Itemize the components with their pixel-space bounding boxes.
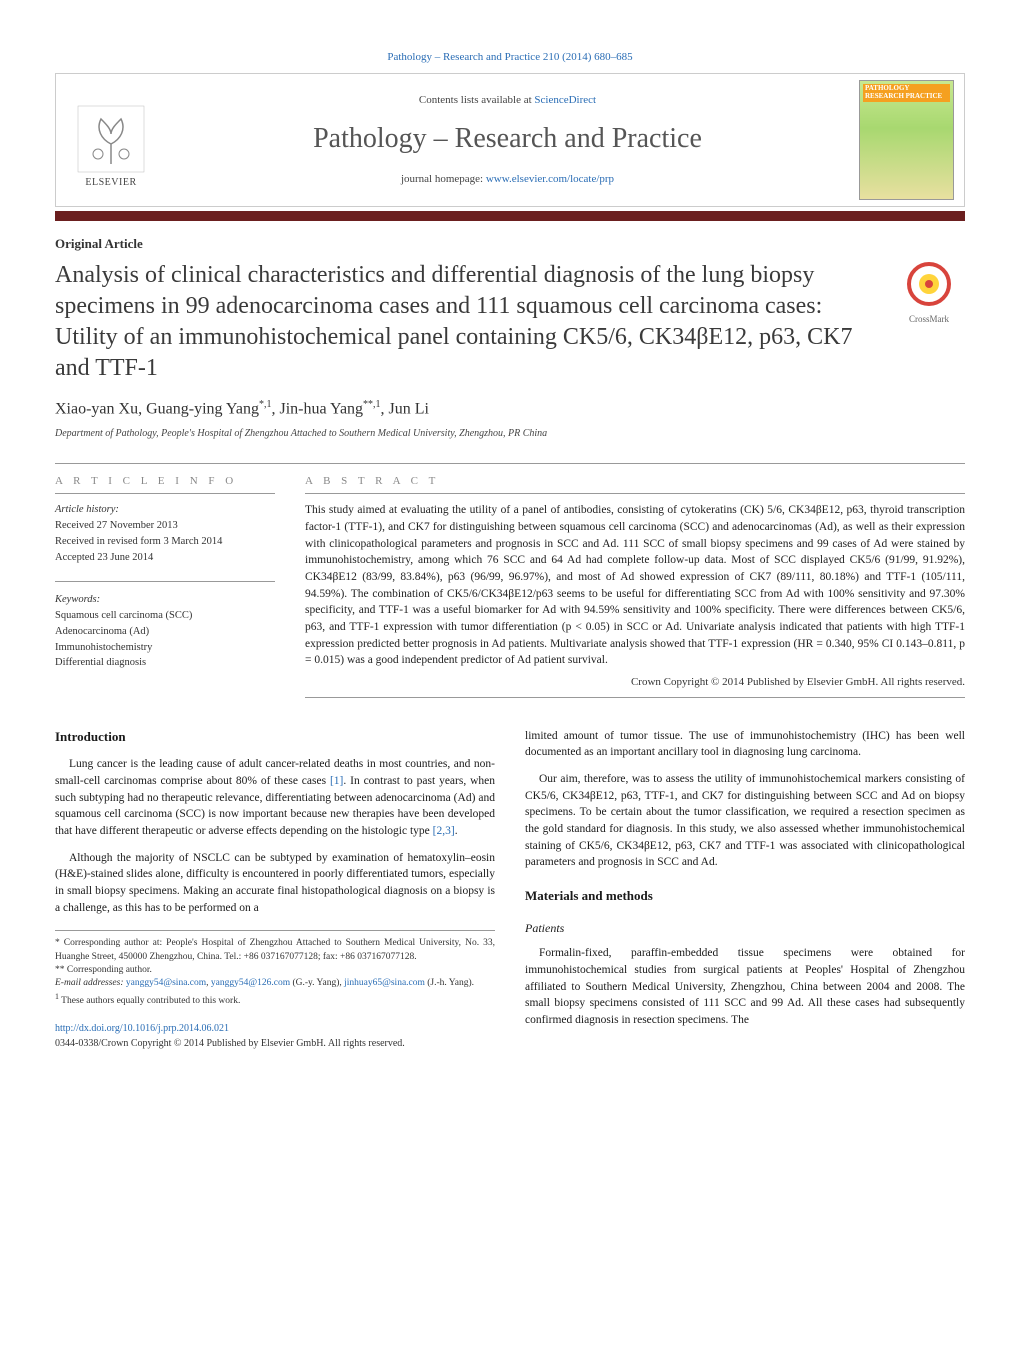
article-history: Article history: Received 27 November 20… (55, 502, 275, 565)
abstract-col: a b s t r a c t This study aimed at eval… (305, 474, 965, 698)
body-col-left: Introduction Lung cancer is the leading … (55, 728, 495, 1052)
article-type: Original Article (55, 235, 965, 253)
journal-header: ELSEVIER Contents lists available at Sci… (55, 73, 965, 207)
keyword: Squamous cell carcinoma (SCC) (55, 608, 275, 624)
body-paragraph: Our aim, therefore, was to assess the ut… (525, 771, 965, 871)
crossmark-icon (905, 260, 953, 308)
info-abstract-row: a r t i c l e i n f o Article history: R… (55, 474, 965, 698)
homepage-line: journal homepage: www.elsevier.com/locat… (174, 172, 841, 187)
sciencedirect-link[interactable]: ScienceDirect (534, 94, 596, 106)
publisher-logo: ELSEVIER (66, 90, 156, 190)
elsevier-tree-icon (76, 104, 146, 174)
body-paragraph: limited amount of tumor tissue. The use … (525, 728, 965, 761)
rule (55, 463, 965, 464)
page: Pathology – Research and Practice 210 (2… (0, 0, 1020, 1081)
homepage-link[interactable]: www.elsevier.com/locate/prp (486, 173, 614, 185)
history-revised: Received in revised form 3 March 2014 (55, 534, 275, 550)
footnote-text: These authors equally contributed to thi… (61, 996, 240, 1006)
homepage-prefix: journal homepage: (401, 173, 486, 185)
article-info-heading: a r t i c l e i n f o (55, 474, 275, 494)
affiliation: Department of Pathology, People's Hospit… (55, 427, 965, 441)
history-received: Received 27 November 2013 (55, 518, 275, 534)
keyword: Immunohistochemistry (55, 640, 275, 656)
crossmark-badge[interactable]: CrossMark (893, 260, 965, 326)
rule (55, 581, 275, 582)
abstract-copyright: Crown Copyright © 2014 Published by Else… (305, 675, 965, 697)
footnotes: * Corresponding author at: People's Hosp… (55, 930, 495, 1008)
footnote-text: Corresponding author. (67, 965, 152, 975)
contents-line: Contents lists available at ScienceDirec… (174, 93, 841, 108)
crossmark-label: CrossMark (893, 313, 965, 326)
maroon-divider (55, 211, 965, 221)
history-accepted: Accepted 23 June 2014 (55, 550, 275, 566)
footnote-corresponding: * Corresponding author at: People's Hosp… (55, 937, 495, 964)
email-link[interactable]: jinhuay65@sina.com (344, 978, 425, 988)
keyword: Adenocarcinoma (Ad) (55, 624, 275, 640)
publisher-name: ELSEVIER (85, 176, 136, 190)
journal-cover-thumb: PATHOLOGY RESEARCH PRACTICE (859, 80, 954, 200)
footnote-emails: E-mail addresses: yanggy54@sina.com, yan… (55, 977, 495, 990)
body-paragraph: Lung cancer is the leading cause of adul… (55, 756, 495, 839)
article-info-col: a r t i c l e i n f o Article history: R… (55, 474, 275, 698)
keywords-label: Keywords: (55, 592, 275, 608)
body-columns: Introduction Lung cancer is the leading … (55, 728, 965, 1052)
citation-bar: Pathology – Research and Practice 210 (2… (55, 50, 965, 65)
contents-prefix: Contents lists available at (419, 94, 534, 106)
email-link[interactable]: yanggy54@sina.com (126, 978, 206, 988)
cover-label: PATHOLOGY RESEARCH PRACTICE (863, 84, 950, 101)
issn-copyright: 0344-0338/Crown Copyright © 2014 Publish… (55, 1038, 405, 1049)
journal-name: Pathology – Research and Practice (174, 119, 841, 158)
footnote-text: Corresponding author at: People's Hospit… (55, 938, 495, 961)
footnote-corresponding-2: ** Corresponding author. (55, 964, 495, 977)
authors: Xiao-yan Xu, Guang-ying Yang*,1, Jin-hua… (55, 398, 965, 421)
article-title: Analysis of clinical characteristics and… (55, 260, 873, 385)
title-row: Analysis of clinical characteristics and… (55, 260, 965, 399)
abstract-heading: a b s t r a c t (305, 474, 965, 494)
body-col-right: limited amount of tumor tissue. The use … (525, 728, 965, 1052)
keyword: Differential diagnosis (55, 655, 275, 671)
footnote-equal-contrib: 1 These authors equally contributed to t… (55, 991, 495, 1008)
abstract-text: This study aimed at evaluating the utili… (305, 502, 965, 669)
emails-label: E-mail addresses: (55, 978, 126, 988)
keywords-block: Keywords: Squamous cell carcinoma (SCC) … (55, 592, 275, 671)
history-label: Article history: (55, 502, 275, 518)
section-introduction: Introduction (55, 728, 495, 747)
body-paragraph: Although the majority of NSCLC can be su… (55, 850, 495, 917)
doi-link[interactable]: http://dx.doi.org/10.1016/j.prp.2014.06.… (55, 1023, 229, 1034)
header-center: Contents lists available at ScienceDirec… (174, 93, 841, 187)
email-owner: (G.-y. Yang), (292, 978, 344, 988)
subsection-patients: Patients (525, 920, 965, 937)
section-materials-methods: Materials and methods (525, 887, 965, 906)
email-owner: (J.-h. Yang). (427, 978, 474, 988)
email-link[interactable]: yanggy54@126.com (211, 978, 290, 988)
body-paragraph: Formalin-fixed, paraffin-embedded tissue… (525, 945, 965, 1028)
citation-link[interactable]: Pathology – Research and Practice 210 (2… (387, 51, 632, 63)
doi-block: http://dx.doi.org/10.1016/j.prp.2014.06.… (55, 1022, 495, 1051)
